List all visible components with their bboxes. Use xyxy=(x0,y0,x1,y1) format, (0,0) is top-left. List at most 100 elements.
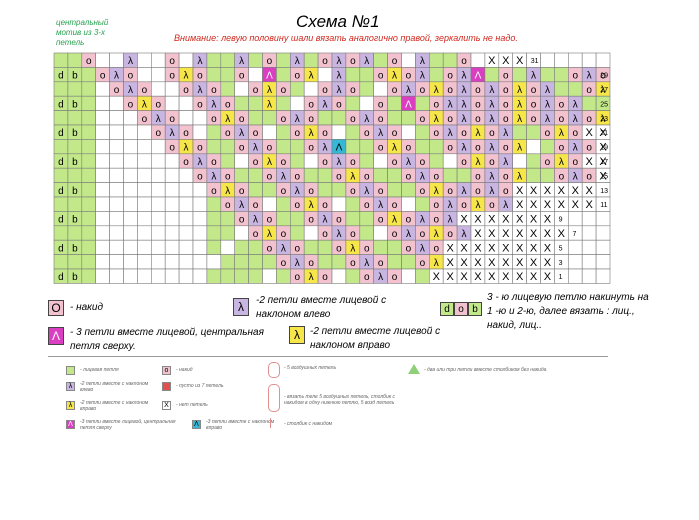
chart-cell xyxy=(109,139,124,155)
chart-cell xyxy=(567,52,583,68)
chart-cell-symbol: o xyxy=(503,143,509,154)
chart-cell-symbol: o xyxy=(350,157,356,168)
chart-cell-symbol: X xyxy=(516,185,524,197)
chart-cell-symbol: o xyxy=(322,85,328,96)
chart-cell xyxy=(192,124,208,140)
chart-cell-symbol: λ xyxy=(545,114,550,125)
chart-cell xyxy=(331,110,347,126)
chart-cell-symbol: o xyxy=(267,171,273,182)
chart-cell-symbol: λ xyxy=(475,157,480,168)
chart-cell xyxy=(123,225,138,241)
chart-cell-symbol: X xyxy=(460,214,468,226)
chart-cell xyxy=(248,110,263,126)
chart-cell xyxy=(95,211,110,227)
chart-cell xyxy=(137,124,152,140)
chart-cell xyxy=(415,124,430,140)
chart-cell xyxy=(303,81,319,97)
chart-cell-symbol: o xyxy=(447,114,453,125)
chart-cell-symbol: X xyxy=(502,228,510,240)
chart-cell-symbol: λ xyxy=(239,128,244,139)
chart-cell xyxy=(206,52,222,68)
row-number-label: 29 xyxy=(600,73,608,80)
chart-cell-symbol: X xyxy=(433,271,441,283)
chart-cell xyxy=(178,167,194,183)
chart-cell-symbol: λ xyxy=(531,71,536,82)
mini-chain-loop-icon xyxy=(268,384,280,412)
chart-cell-symbol: o xyxy=(586,85,592,96)
chart-cell-symbol: o xyxy=(197,171,203,182)
chart-cell xyxy=(123,110,138,126)
chart-cell xyxy=(428,52,444,68)
chart-cell-symbol: o xyxy=(503,114,509,125)
chart-cell-symbol: λ xyxy=(295,258,300,269)
chart-cell xyxy=(317,110,333,126)
chart-cell xyxy=(303,153,319,169)
chart-cell-symbol: o xyxy=(503,171,509,182)
chart-cell xyxy=(151,211,166,227)
chart-cell xyxy=(178,211,194,227)
chart-cell xyxy=(67,52,83,68)
chart-cell xyxy=(262,124,277,140)
chart-cell xyxy=(317,182,333,198)
chart-cell-symbol: λ xyxy=(392,215,397,226)
chart-cell xyxy=(109,124,124,140)
chart-cell-symbol: o xyxy=(211,157,217,168)
chart-cell xyxy=(67,139,83,155)
chart-cell xyxy=(109,239,124,255)
k2tog-right-symbol: λ xyxy=(289,326,305,344)
chart-cell-symbol: λ xyxy=(336,85,341,96)
chart-cell-symbol: λ xyxy=(434,258,439,269)
chart-cell xyxy=(123,139,138,155)
chart-cell xyxy=(178,196,194,212)
chart-cell-symbol: o xyxy=(461,56,467,67)
chart-cell xyxy=(109,211,124,227)
mini-no-stitch-icon: X xyxy=(162,401,171,410)
chart-cell xyxy=(151,254,166,270)
cast-o-cell: o xyxy=(454,302,468,316)
chart-cell xyxy=(206,239,222,255)
chart-cell xyxy=(248,67,263,83)
chart-cell xyxy=(109,182,124,198)
chart-cell-symbol: o xyxy=(253,157,259,168)
chart-cell-symbol: X xyxy=(516,271,524,283)
chart-cell xyxy=(276,139,291,155)
chart-cell-symbol: o xyxy=(475,171,481,182)
chart-cell-symbol: o xyxy=(294,71,300,82)
chart-cell xyxy=(415,139,430,155)
chart-cell xyxy=(164,225,180,241)
chart-cell xyxy=(67,81,83,97)
chart-cell-symbol: o xyxy=(350,229,356,240)
chart-cell xyxy=(442,153,458,169)
chart-cell-symbol: X xyxy=(474,257,482,269)
chart-cell xyxy=(248,268,263,284)
chart-cell xyxy=(234,268,249,284)
chart-cell-symbol: X xyxy=(516,214,524,226)
chart-cell xyxy=(178,254,194,270)
chart-cell xyxy=(220,211,236,227)
chart-cell xyxy=(53,225,69,241)
chart-cell-symbol: o xyxy=(336,215,342,226)
chart-cell-symbol: o xyxy=(378,99,384,110)
row-number-label: 25 xyxy=(600,101,608,108)
chart-cell-symbol: λ xyxy=(378,200,383,211)
chart-cell-symbol: o xyxy=(267,243,273,254)
chart-cell-symbol: o xyxy=(475,99,481,110)
chart-cell xyxy=(540,67,555,83)
chart-cell xyxy=(581,225,597,241)
chart-cell-symbol: λ xyxy=(406,85,411,96)
chart-cell-symbol: λ xyxy=(517,85,522,96)
chart-cell-symbol: o xyxy=(586,171,592,182)
mini-legend-text: - пусто из 7 петель xyxy=(176,383,224,389)
chart-cell-symbol: Λ xyxy=(475,71,482,82)
chart-cell xyxy=(109,52,124,68)
chart-cell xyxy=(415,268,430,284)
chart-cell-symbol: λ xyxy=(114,71,119,82)
chart-cell-symbol: X xyxy=(460,271,468,283)
chart-cell-symbol: λ xyxy=(448,200,453,211)
chart-cell-symbol: λ xyxy=(489,186,494,197)
chart-cell-symbol: o xyxy=(322,128,328,139)
chart-cell-symbol: o xyxy=(489,128,495,139)
chart-cell-symbol: o xyxy=(142,85,148,96)
chart-cell-symbol: o xyxy=(350,186,356,197)
chart-cell-symbol: λ xyxy=(573,143,578,154)
